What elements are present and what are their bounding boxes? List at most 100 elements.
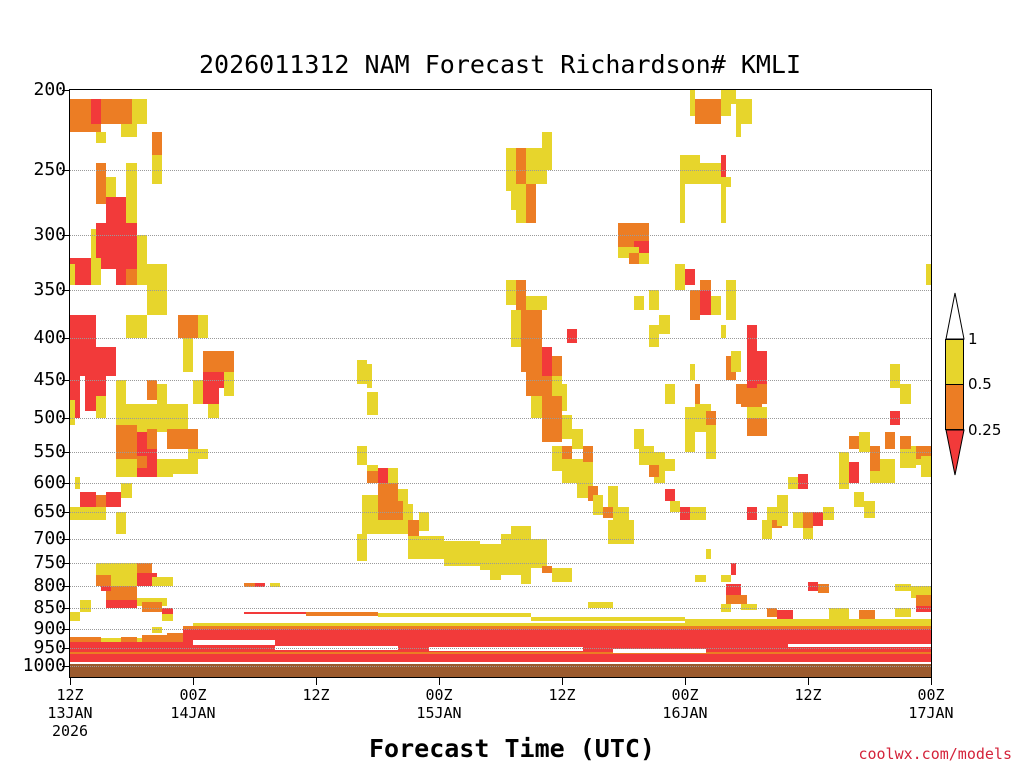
y-tick bbox=[62, 648, 70, 650]
ri-cell bbox=[869, 471, 880, 484]
ri-cell bbox=[505, 147, 516, 191]
ri-cell bbox=[582, 445, 593, 462]
ri-cell bbox=[531, 538, 547, 569]
ri-cell bbox=[146, 380, 158, 400]
ri-cell bbox=[720, 603, 732, 613]
ri-cell bbox=[705, 425, 716, 459]
ri-cell bbox=[187, 449, 209, 459]
ri-cell bbox=[582, 461, 593, 490]
ri-cell bbox=[95, 563, 137, 576]
ri-cell bbox=[116, 258, 127, 286]
ri-cell bbox=[95, 162, 106, 205]
ri-cell bbox=[562, 445, 573, 459]
ri-cell bbox=[813, 512, 824, 526]
ri-cell bbox=[915, 606, 931, 613]
ri-cell bbox=[172, 458, 199, 475]
x-tick-label: 00Z 14JAN bbox=[153, 686, 233, 740]
ri-cell bbox=[75, 477, 81, 490]
ri-cell bbox=[85, 376, 106, 396]
ri-cell bbox=[167, 428, 199, 450]
ri-cell bbox=[444, 541, 480, 566]
ri-cell bbox=[146, 428, 158, 450]
ri-cell bbox=[510, 310, 521, 348]
y-tick-label: 950 bbox=[33, 637, 66, 659]
colorbar-bin-yellow bbox=[945, 339, 964, 385]
x-tick-label: 00Z 17JAN bbox=[891, 686, 971, 740]
ri-cell bbox=[695, 575, 706, 582]
ri-cell bbox=[823, 506, 834, 521]
ri-cell bbox=[152, 577, 173, 587]
ri-cell bbox=[741, 98, 752, 125]
ri-cell bbox=[731, 351, 742, 373]
ri-cell bbox=[720, 177, 732, 187]
x-tick-label-line: 12Z bbox=[548, 686, 576, 704]
grid-line bbox=[70, 628, 931, 630]
ri-cell bbox=[90, 229, 96, 259]
ri-cell bbox=[116, 380, 127, 419]
y-tick-label: 700 bbox=[33, 527, 66, 549]
ri-cell bbox=[925, 263, 931, 286]
x-tick-label-line: 16JAN bbox=[662, 704, 708, 722]
ri-cell bbox=[157, 384, 168, 404]
y-tick-label: 900 bbox=[33, 617, 66, 639]
x-tick-label-line: 00Z bbox=[917, 686, 945, 704]
grid-line bbox=[70, 452, 931, 454]
x-tick bbox=[193, 677, 194, 685]
ri-cell bbox=[756, 384, 767, 404]
ri-cell bbox=[480, 543, 501, 571]
y-tick-label: 400 bbox=[33, 327, 66, 349]
ri-cell bbox=[849, 461, 860, 484]
x-tick-label-line: 12Z bbox=[794, 686, 822, 704]
y-tick bbox=[62, 608, 70, 610]
ri-cell bbox=[705, 548, 711, 559]
ri-cell bbox=[387, 468, 398, 484]
x-tick-label-line: 17JAN bbox=[908, 704, 954, 722]
ri-cell bbox=[695, 98, 721, 125]
y-tick-label: 750 bbox=[33, 552, 66, 574]
ri-cell bbox=[418, 512, 429, 531]
ri-cell bbox=[797, 474, 808, 490]
ri-cell bbox=[767, 608, 778, 617]
ri-cell bbox=[152, 132, 163, 156]
ri-cell bbox=[131, 98, 147, 125]
ri-cell bbox=[700, 280, 711, 291]
ri-cell bbox=[746, 506, 757, 521]
grid-line bbox=[70, 338, 931, 340]
ri-cell bbox=[244, 611, 306, 615]
ri-cell bbox=[787, 477, 798, 490]
ri-cell bbox=[802, 512, 814, 529]
ri-cell bbox=[695, 384, 701, 404]
ri-cell bbox=[869, 445, 880, 472]
grid-line bbox=[70, 586, 931, 588]
ri-cell bbox=[818, 584, 829, 594]
ri-cell bbox=[105, 197, 127, 224]
y-tick-label: 500 bbox=[33, 407, 66, 429]
x-tick-label: 12Z bbox=[768, 686, 848, 740]
ri-cell bbox=[618, 246, 639, 259]
ri-cell bbox=[126, 162, 137, 205]
grid-line bbox=[70, 169, 931, 171]
ri-cell bbox=[638, 252, 650, 264]
ri-cell bbox=[551, 376, 562, 404]
ri-cell bbox=[710, 295, 721, 316]
ri-cell bbox=[910, 586, 931, 598]
ri-cell bbox=[367, 471, 378, 484]
y-tick-label: 450 bbox=[33, 369, 66, 391]
chart-title: 2026011312 NAM Forecast Richardson# KMLI bbox=[198, 50, 802, 79]
y-tick bbox=[62, 586, 70, 588]
y-tick bbox=[62, 235, 70, 237]
y-tick bbox=[62, 169, 70, 171]
ri-cell bbox=[377, 613, 532, 618]
ri-cell bbox=[746, 418, 767, 436]
ri-cell bbox=[613, 648, 706, 653]
y-tick-label: 850 bbox=[33, 597, 66, 619]
credit-text[interactable]: coolwx.com/models bbox=[858, 745, 1012, 763]
ri-cell bbox=[100, 586, 111, 591]
ri-cell bbox=[367, 364, 373, 389]
ri-cell bbox=[541, 396, 562, 419]
ri-cell bbox=[136, 468, 158, 478]
ri-cell bbox=[70, 651, 931, 654]
ri-cell bbox=[521, 575, 532, 585]
ri-cell bbox=[551, 355, 562, 377]
x-tick-label: 12Z bbox=[522, 686, 602, 740]
